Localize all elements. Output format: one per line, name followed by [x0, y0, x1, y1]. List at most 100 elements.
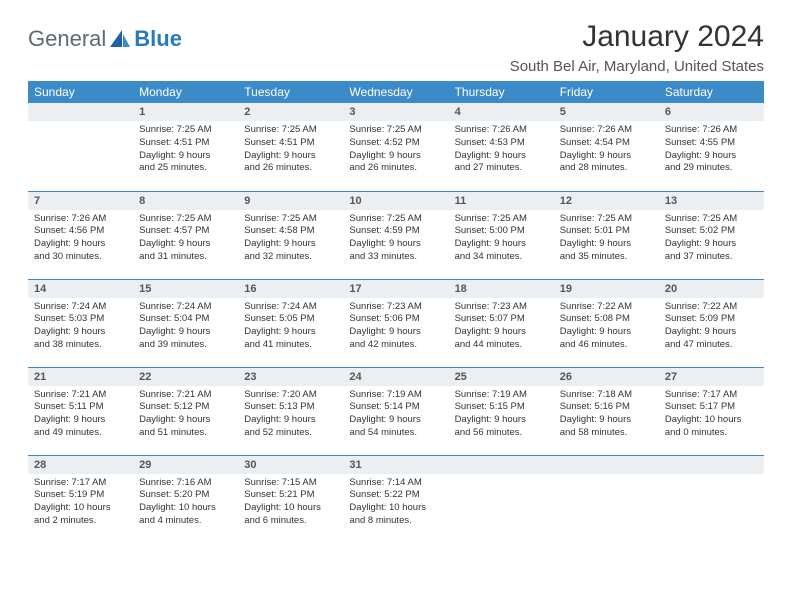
sunset-text: Sunset: 5:19 PM — [34, 489, 127, 502]
calendar-day-cell: 23Sunrise: 7:20 AMSunset: 5:13 PMDayligh… — [238, 367, 343, 455]
day-details: Sunrise: 7:23 AMSunset: 5:07 PMDaylight:… — [449, 298, 554, 356]
sunrise-text: Sunrise: 7:25 AM — [349, 213, 442, 226]
sunset-text: Sunset: 5:07 PM — [455, 313, 548, 326]
daylight-line1: Daylight: 9 hours — [349, 326, 442, 339]
sunset-text: Sunset: 5:14 PM — [349, 401, 442, 414]
calendar-day-cell: 20Sunrise: 7:22 AMSunset: 5:09 PMDayligh… — [659, 279, 764, 367]
sunrise-text: Sunrise: 7:25 AM — [244, 213, 337, 226]
day-number: 28 — [28, 456, 133, 474]
day-number: 1 — [133, 103, 238, 121]
daylight-line1: Daylight: 9 hours — [244, 150, 337, 163]
day-number: 20 — [659, 280, 764, 298]
daylight-line1: Daylight: 9 hours — [349, 150, 442, 163]
day-number: 21 — [28, 368, 133, 386]
daylight-line1: Daylight: 9 hours — [349, 238, 442, 251]
sunrise-text: Sunrise: 7:24 AM — [34, 301, 127, 314]
day-details: Sunrise: 7:25 AMSunset: 4:58 PMDaylight:… — [238, 210, 343, 268]
sunrise-text: Sunrise: 7:26 AM — [665, 124, 758, 137]
sunrise-text: Sunrise: 7:25 AM — [139, 213, 232, 226]
daylight-line1: Daylight: 10 hours — [244, 502, 337, 515]
day-number: 31 — [343, 456, 448, 474]
daylight-line2: and 54 minutes. — [349, 427, 442, 440]
day-number: 29 — [133, 456, 238, 474]
sunrise-text: Sunrise: 7:23 AM — [455, 301, 548, 314]
day-number: 2 — [238, 103, 343, 121]
sunset-text: Sunset: 5:02 PM — [665, 225, 758, 238]
day-details: Sunrise: 7:14 AMSunset: 5:22 PMDaylight:… — [343, 474, 448, 532]
day-details: Sunrise: 7:17 AMSunset: 5:17 PMDaylight:… — [659, 386, 764, 444]
day-number: 10 — [343, 192, 448, 210]
day-number: 17 — [343, 280, 448, 298]
daylight-line2: and 25 minutes. — [139, 162, 232, 175]
calendar-day-cell — [28, 103, 133, 191]
day-number: 6 — [659, 103, 764, 121]
day-number: 27 — [659, 368, 764, 386]
calendar-weekday-header: SundayMondayTuesdayWednesdayThursdayFrid… — [28, 81, 764, 103]
day-number: 5 — [554, 103, 659, 121]
calendar-day-cell: 28Sunrise: 7:17 AMSunset: 5:19 PMDayligh… — [28, 455, 133, 543]
sunrise-text: Sunrise: 7:14 AM — [349, 477, 442, 490]
calendar-day-cell: 4Sunrise: 7:26 AMSunset: 4:53 PMDaylight… — [449, 103, 554, 191]
day-details: Sunrise: 7:26 AMSunset: 4:53 PMDaylight:… — [449, 121, 554, 179]
day-details: Sunrise: 7:24 AMSunset: 5:05 PMDaylight:… — [238, 298, 343, 356]
daylight-line2: and 35 minutes. — [560, 251, 653, 264]
calendar-day-cell: 1Sunrise: 7:25 AMSunset: 4:51 PMDaylight… — [133, 103, 238, 191]
daylight-line1: Daylight: 9 hours — [560, 414, 653, 427]
sunrise-text: Sunrise: 7:26 AM — [560, 124, 653, 137]
sunrise-text: Sunrise: 7:19 AM — [349, 389, 442, 402]
day-details: Sunrise: 7:20 AMSunset: 5:13 PMDaylight:… — [238, 386, 343, 444]
calendar-week-row: 7Sunrise: 7:26 AMSunset: 4:56 PMDaylight… — [28, 191, 764, 279]
sunset-text: Sunset: 4:56 PM — [34, 225, 127, 238]
daylight-line1: Daylight: 9 hours — [560, 150, 653, 163]
sunset-text: Sunset: 5:21 PM — [244, 489, 337, 502]
location-subtitle: South Bel Air, Maryland, United States — [510, 58, 764, 75]
sunrise-text: Sunrise: 7:17 AM — [34, 477, 127, 490]
day-details: Sunrise: 7:24 AMSunset: 5:03 PMDaylight:… — [28, 298, 133, 356]
sunset-text: Sunset: 5:05 PM — [244, 313, 337, 326]
sunset-text: Sunset: 5:12 PM — [139, 401, 232, 414]
daylight-line2: and 39 minutes. — [139, 339, 232, 352]
sunrise-text: Sunrise: 7:24 AM — [139, 301, 232, 314]
day-details: Sunrise: 7:18 AMSunset: 5:16 PMDaylight:… — [554, 386, 659, 444]
daylight-line1: Daylight: 9 hours — [455, 150, 548, 163]
day-details: Sunrise: 7:25 AMSunset: 5:01 PMDaylight:… — [554, 210, 659, 268]
daylight-line2: and 38 minutes. — [34, 339, 127, 352]
daylight-line2: and 31 minutes. — [139, 251, 232, 264]
sunrise-text: Sunrise: 7:15 AM — [244, 477, 337, 490]
daylight-line1: Daylight: 9 hours — [665, 326, 758, 339]
calendar-day-cell: 9Sunrise: 7:25 AMSunset: 4:58 PMDaylight… — [238, 191, 343, 279]
sunset-text: Sunset: 4:52 PM — [349, 137, 442, 150]
day-number: 7 — [28, 192, 133, 210]
sunset-text: Sunset: 5:01 PM — [560, 225, 653, 238]
sunset-text: Sunset: 5:08 PM — [560, 313, 653, 326]
day-details: Sunrise: 7:24 AMSunset: 5:04 PMDaylight:… — [133, 298, 238, 356]
sunrise-text: Sunrise: 7:21 AM — [139, 389, 232, 402]
sunrise-text: Sunrise: 7:20 AM — [244, 389, 337, 402]
sunset-text: Sunset: 4:55 PM — [665, 137, 758, 150]
day-number: 13 — [659, 192, 764, 210]
calendar-day-cell: 5Sunrise: 7:26 AMSunset: 4:54 PMDaylight… — [554, 103, 659, 191]
sunrise-text: Sunrise: 7:22 AM — [560, 301, 653, 314]
day-number: 25 — [449, 368, 554, 386]
calendar-week-row: 28Sunrise: 7:17 AMSunset: 5:19 PMDayligh… — [28, 455, 764, 543]
daylight-line2: and 41 minutes. — [244, 339, 337, 352]
sunrise-text: Sunrise: 7:18 AM — [560, 389, 653, 402]
day-details: Sunrise: 7:25 AMSunset: 5:00 PMDaylight:… — [449, 210, 554, 268]
sunrise-text: Sunrise: 7:26 AM — [455, 124, 548, 137]
daylight-line1: Daylight: 9 hours — [349, 414, 442, 427]
calendar-week-row: 14Sunrise: 7:24 AMSunset: 5:03 PMDayligh… — [28, 279, 764, 367]
calendar-day-cell: 26Sunrise: 7:18 AMSunset: 5:16 PMDayligh… — [554, 367, 659, 455]
calendar-day-cell: 29Sunrise: 7:16 AMSunset: 5:20 PMDayligh… — [133, 455, 238, 543]
day-details: Sunrise: 7:17 AMSunset: 5:19 PMDaylight:… — [28, 474, 133, 532]
sunrise-text: Sunrise: 7:19 AM — [455, 389, 548, 402]
daylight-line1: Daylight: 9 hours — [560, 238, 653, 251]
day-details: Sunrise: 7:22 AMSunset: 5:08 PMDaylight:… — [554, 298, 659, 356]
sunrise-text: Sunrise: 7:17 AM — [665, 389, 758, 402]
day-details: Sunrise: 7:26 AMSunset: 4:54 PMDaylight:… — [554, 121, 659, 179]
sunrise-text: Sunrise: 7:25 AM — [665, 213, 758, 226]
brand-logo: General Blue — [28, 26, 182, 52]
calendar-day-cell: 12Sunrise: 7:25 AMSunset: 5:01 PMDayligh… — [554, 191, 659, 279]
sunset-text: Sunset: 5:17 PM — [665, 401, 758, 414]
calendar-day-cell: 22Sunrise: 7:21 AMSunset: 5:12 PMDayligh… — [133, 367, 238, 455]
day-number: 30 — [238, 456, 343, 474]
